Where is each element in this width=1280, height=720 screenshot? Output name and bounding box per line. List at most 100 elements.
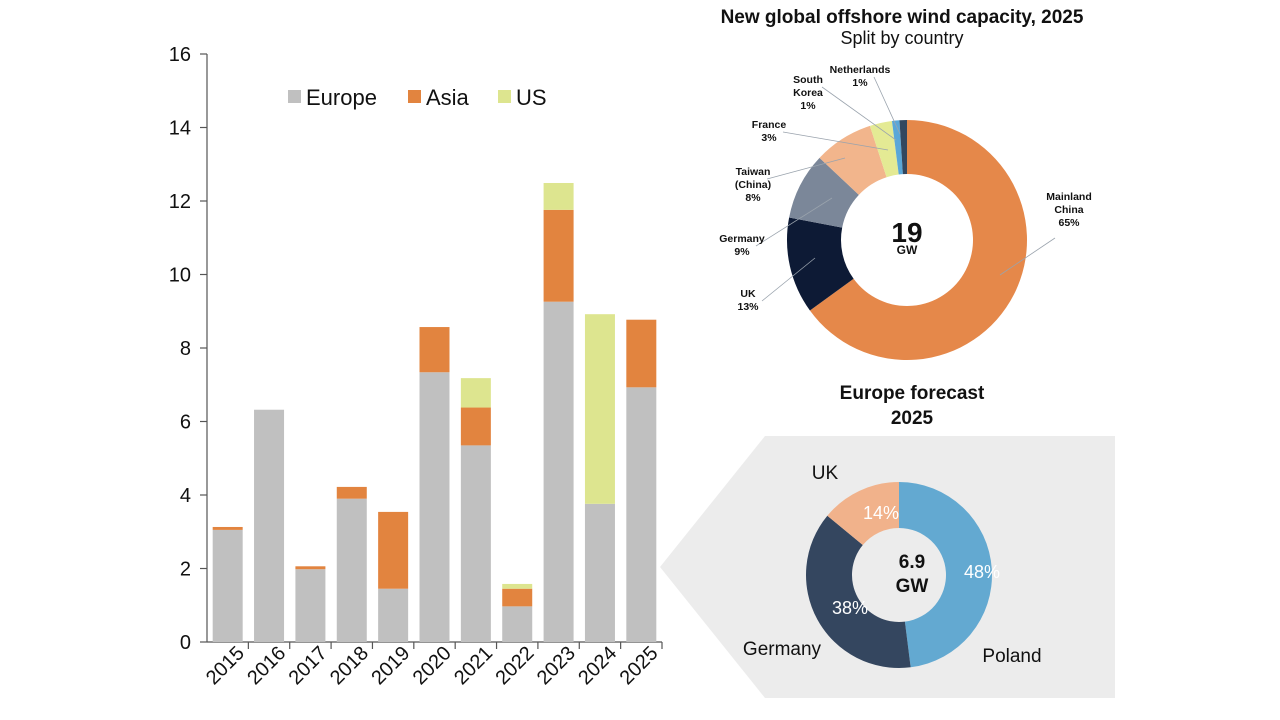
legend-label-europe: Europe bbox=[306, 85, 377, 110]
legend-label-us: US bbox=[516, 85, 547, 110]
bar-europe-2023 bbox=[543, 301, 574, 642]
y-tick-label: 8 bbox=[180, 338, 191, 360]
bar-europe-2022 bbox=[502, 606, 533, 642]
donut1-slice-mainland-china bbox=[809, 120, 1027, 360]
y-tick-label: 10 bbox=[169, 265, 191, 287]
x-tick-label: 2017 bbox=[285, 642, 332, 689]
x-tick-label: 2015 bbox=[202, 642, 249, 689]
donut1-slice-netherlands bbox=[899, 120, 907, 175]
y-tick-label: 6 bbox=[180, 412, 191, 434]
bar-europe-2015 bbox=[212, 529, 243, 642]
donut1-label-percent: 13% bbox=[737, 301, 759, 313]
bar-asia-2015 bbox=[212, 526, 243, 530]
donut1-leader-line bbox=[761, 257, 816, 302]
donut1-leader-line bbox=[999, 237, 1056, 276]
donut2-labels: 48% Poland 38% Germany 14% UK bbox=[743, 463, 1042, 667]
donut1-center-value: 19 bbox=[891, 217, 922, 248]
donut1-slices bbox=[787, 120, 1027, 360]
donut2-slice-germany bbox=[805, 515, 911, 668]
y-tick-label: 14 bbox=[169, 118, 191, 140]
donut2-center-value: 6.9 bbox=[899, 552, 925, 573]
x-tick-label: 2023 bbox=[533, 642, 580, 689]
donut2-title-line2: 2025 bbox=[891, 408, 934, 429]
donut1-slice-germany bbox=[789, 157, 859, 228]
bar-asia-2025 bbox=[626, 319, 657, 388]
donut2-title-line1: Europe forecast bbox=[840, 383, 985, 404]
donut1-label-name: Netherlands bbox=[830, 64, 891, 76]
bar-europe-2018 bbox=[336, 498, 367, 642]
donut1-slice-uk bbox=[787, 217, 854, 311]
global-capacity-donut: New global offshore wind capacity, 2025 … bbox=[719, 7, 1092, 360]
bar-chart-bars bbox=[212, 182, 657, 642]
donut1-label-percent: 1% bbox=[852, 77, 868, 89]
donut1-label-name: (China) bbox=[735, 179, 771, 191]
bar-us-2021 bbox=[460, 378, 491, 408]
legend-swatch-asia bbox=[408, 90, 421, 103]
bar-chart-legend: Europe Asia US bbox=[288, 85, 547, 110]
europe-forecast-donut: Europe forecast 2025 48% Poland 38% Germany… bbox=[743, 383, 1042, 668]
donut1-label-percent: 1% bbox=[800, 100, 816, 112]
legend-swatch-europe bbox=[288, 90, 301, 103]
donut1-label-name: UK bbox=[740, 288, 756, 300]
donut1-label-percent: 8% bbox=[745, 192, 761, 204]
donut2-percent-label: 38% bbox=[832, 598, 868, 618]
donut2-category-label: Poland bbox=[982, 646, 1041, 667]
x-tick-label: 2021 bbox=[450, 642, 497, 689]
x-tick-label: 2025 bbox=[616, 642, 663, 689]
donut1-subtitle: Split by country bbox=[840, 28, 963, 48]
donut1-label-name: Mainland bbox=[1046, 191, 1092, 203]
legend-label-asia: Asia bbox=[426, 85, 470, 110]
donut1-leader-line bbox=[821, 86, 897, 141]
bar-europe-2020 bbox=[419, 372, 450, 642]
donut1-leader-line bbox=[766, 157, 846, 180]
donut2-slices bbox=[805, 482, 993, 668]
donut1-label-percent: 9% bbox=[734, 246, 750, 258]
bar-us-2023 bbox=[543, 182, 574, 210]
stacked-bar-chart: 0246810121416201520162017201820192020202… bbox=[169, 44, 663, 689]
bar-asia-2021 bbox=[460, 407, 491, 446]
donut1-leader-line bbox=[873, 76, 901, 135]
bar-asia-2017 bbox=[295, 566, 326, 570]
donut2-percent-label: 14% bbox=[863, 503, 899, 523]
bar-europe-2025 bbox=[626, 387, 657, 642]
y-tick-label: 16 bbox=[169, 44, 191, 66]
donut2-slice-poland bbox=[899, 482, 993, 668]
donut1-label-name: Germany bbox=[719, 233, 765, 245]
x-tick-label: 2016 bbox=[243, 642, 290, 689]
donut1-label-percent: 3% bbox=[761, 132, 777, 144]
donut1-label-name: China bbox=[1054, 204, 1083, 216]
europe-forecast-panel bbox=[660, 436, 1115, 698]
bar-asia-2020 bbox=[419, 327, 450, 373]
donut1-slice-taiwan-china- bbox=[819, 125, 887, 195]
bar-europe-2017 bbox=[295, 569, 326, 642]
bar-us-2024 bbox=[584, 314, 615, 504]
bar-asia-2023 bbox=[543, 209, 574, 302]
y-tick-label: 2 bbox=[180, 559, 191, 581]
bar-asia-2018 bbox=[336, 486, 367, 499]
x-tick-label: 2018 bbox=[326, 642, 373, 689]
x-tick-label: 2019 bbox=[367, 642, 414, 689]
bar-europe-2016 bbox=[254, 409, 285, 642]
bar-europe-2019 bbox=[378, 588, 409, 642]
donut1-leader-line bbox=[755, 197, 833, 247]
x-tick-label: 2022 bbox=[491, 642, 538, 689]
donut2-slice-uk bbox=[827, 482, 899, 546]
donut1-label-percent: 65% bbox=[1058, 217, 1080, 229]
x-tick-label: 2020 bbox=[409, 642, 456, 689]
bar-europe-2024 bbox=[584, 503, 615, 642]
bar-europe-2021 bbox=[460, 445, 491, 642]
x-tick-label: 2024 bbox=[574, 642, 621, 689]
donut2-category-label: Germany bbox=[743, 639, 822, 660]
donut1-title: New global offshore wind capacity, 2025 bbox=[721, 7, 1084, 28]
y-tick-label: 12 bbox=[169, 191, 191, 213]
donut1-label-name: Korea bbox=[793, 87, 823, 99]
bar-asia-2022 bbox=[502, 588, 533, 607]
donut2-category-label: UK bbox=[812, 463, 839, 484]
donut1-leader-line bbox=[782, 131, 889, 151]
y-tick-label: 0 bbox=[180, 632, 191, 654]
donut1-label-name: South bbox=[793, 74, 823, 86]
bar-asia-2019 bbox=[378, 511, 409, 589]
bar-us-2022 bbox=[502, 583, 533, 589]
